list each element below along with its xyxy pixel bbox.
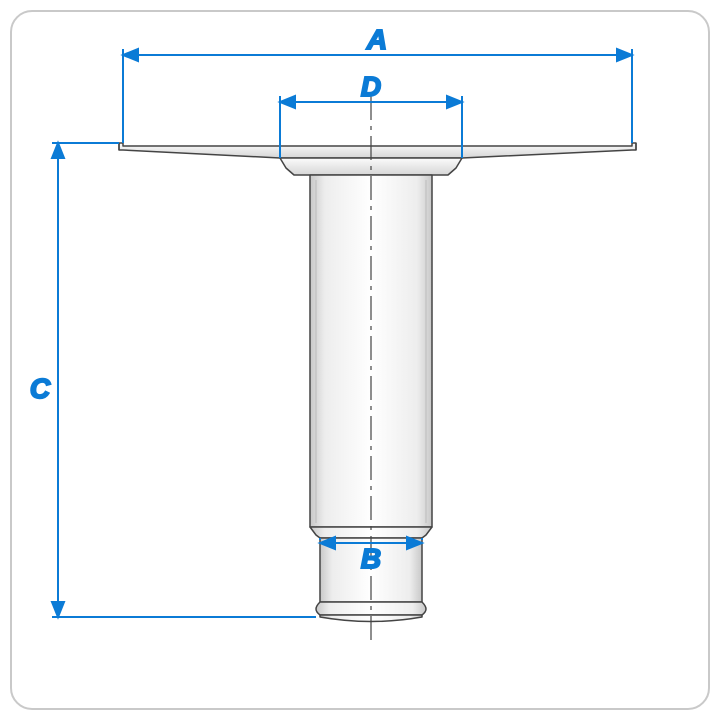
flange-plate: [119, 143, 636, 158]
dimension-C: C: [30, 143, 316, 617]
label-C: C: [30, 373, 51, 404]
label-B: B: [361, 543, 381, 574]
technical-drawing-svg: A D C B: [0, 0, 720, 720]
diagram-stage: A D C B: [0, 0, 720, 720]
label-A: A: [366, 24, 387, 55]
label-D: D: [361, 71, 381, 102]
